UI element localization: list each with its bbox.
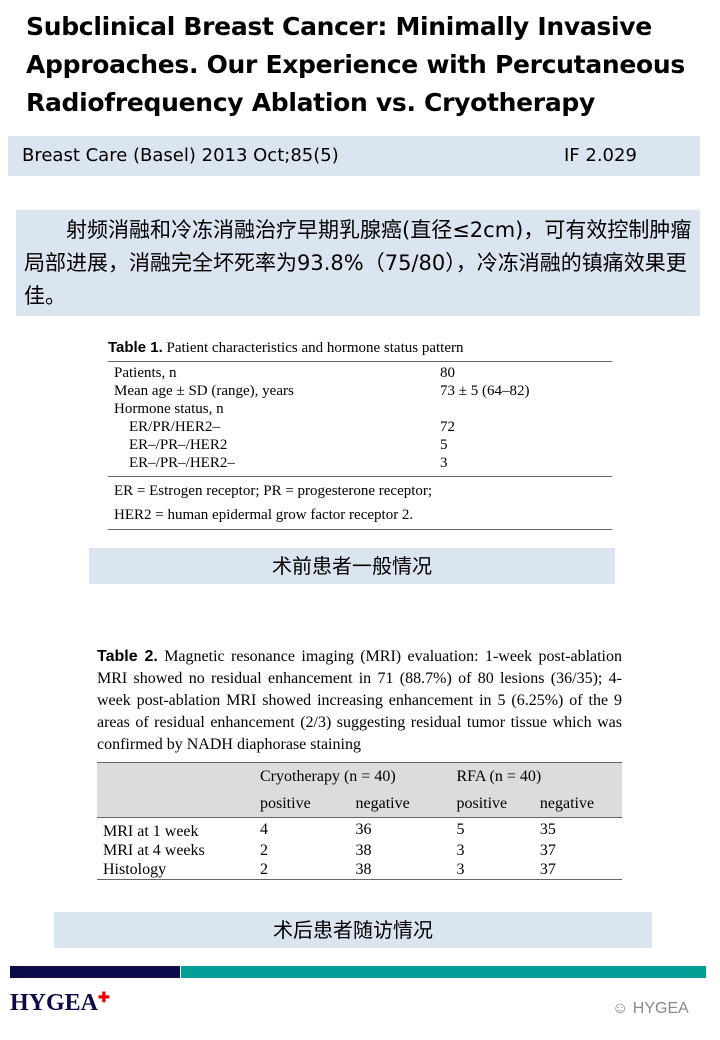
caption-label: Table 1. xyxy=(108,339,163,356)
table-2-caption: Table 2. Magnetic resonance imaging (MRI… xyxy=(97,646,622,756)
table-row: MRI at 4 weeks 2 38 3 37 xyxy=(97,841,622,860)
watermark: ☺ HYGEA xyxy=(612,1000,689,1018)
table-row: Hormone status, n xyxy=(114,400,606,418)
table-1: Table 1. Patient characteristics and hor… xyxy=(108,338,612,530)
row-value: 3 xyxy=(440,455,448,471)
cell: 2 xyxy=(260,861,268,878)
row-label: Hormone status, n xyxy=(114,401,224,417)
cell: 5 xyxy=(456,821,465,838)
cross-icon: ✚ xyxy=(98,991,110,1006)
caption-text: Magnetic resonance imaging (MRI) evaluat… xyxy=(97,648,622,753)
table-row: ER/PR/HER2– 72 xyxy=(114,418,606,436)
cell: 37 xyxy=(539,861,556,878)
footnote-line: ER = Estrogen receptor; PR = progesteron… xyxy=(114,483,433,499)
table-row: MRI at 1 week 4 36 5 35 xyxy=(97,818,622,842)
footnote-line: HER2 = human epidermal grow factor recep… xyxy=(114,507,414,523)
cell: 35 xyxy=(539,821,556,838)
subheader: negative xyxy=(349,790,451,818)
table-1-caption: Table 1. Patient characteristics and hor… xyxy=(108,338,612,362)
caption-label: Table 2. xyxy=(97,648,158,665)
cell: 37 xyxy=(539,842,556,859)
table-row: ER–/PR–/HER2 5 xyxy=(114,436,606,454)
table-row: ER–/PR–/HER2– 3 xyxy=(114,454,606,472)
cell: 2 xyxy=(260,842,268,859)
group-header: RFA (n = 40) xyxy=(450,762,622,790)
cell: 4 xyxy=(260,821,268,838)
row-value: 72 xyxy=(440,419,455,435)
footer-bar-teal xyxy=(181,966,706,978)
watermark-text: HYGEA xyxy=(632,1000,689,1017)
subheader: positive xyxy=(254,790,350,818)
table-1-footnote: ER = Estrogen receptor; PR = progesteron… xyxy=(108,477,612,530)
row-value: 80 xyxy=(440,365,455,381)
subheader: positive xyxy=(450,790,534,818)
table-2: Table 2. Magnetic resonance imaging (MRI… xyxy=(97,646,622,880)
impact-factor: IF 2.029 xyxy=(564,145,637,166)
cell: 38 xyxy=(355,842,372,859)
section-label-postop: 术后患者随访情况 xyxy=(54,912,652,948)
group-header: Cryotherapy (n = 40) xyxy=(254,762,451,790)
table-row: Patients, n 80 xyxy=(114,364,606,382)
citation-bar: Breast Care (Basel) 2013 Oct;85(5) IF 2.… xyxy=(8,136,700,176)
hygea-logo: HYGEA✚ xyxy=(10,990,110,1017)
row-label: ER/PR/HER2– xyxy=(129,419,220,435)
row-value: 73 ± 5 (64–82) xyxy=(440,383,530,399)
row-value: 5 xyxy=(440,437,448,453)
table-row: Mean age ± SD (range), years 73 ± 5 (64–8… xyxy=(114,382,606,400)
page-title: Subclinical Breast Cancer: Minimally Inv… xyxy=(26,12,686,117)
wechat-icon: ☺ xyxy=(612,1000,633,1017)
footer-bar-navy xyxy=(10,966,180,978)
row-label: Histology xyxy=(103,861,167,878)
caption-text: Patient characteristics and hormone stat… xyxy=(162,340,464,356)
section-label-preop: 术前患者一般情况 xyxy=(89,548,615,584)
cell: 36 xyxy=(355,821,372,838)
row-label: Patients, n xyxy=(114,365,177,381)
logo-text: HYGEA xyxy=(10,990,99,1016)
mri-table: Cryotherapy (n = 40) RFA (n = 40) positiv… xyxy=(97,762,622,880)
table-row: Histology 2 38 3 37 xyxy=(97,860,622,880)
subheader: negative xyxy=(533,790,622,818)
row-label: ER–/PR–/HER2– xyxy=(129,455,235,471)
journal-citation: Breast Care (Basel) 2013 Oct;85(5) xyxy=(22,145,339,166)
row-label: MRI at 1 week xyxy=(103,823,199,840)
cell: 3 xyxy=(456,842,465,859)
row-label: MRI at 4 weeks xyxy=(103,842,205,859)
cell: 3 xyxy=(456,861,465,878)
row-label: Mean age ± SD (range), years xyxy=(114,383,294,399)
cell: 38 xyxy=(355,861,372,878)
row-label: ER–/PR–/HER2 xyxy=(129,437,228,453)
summary-text: 射频消融和冷冻消融治疗早期乳腺癌(直径≤2cm)，可有效控制肿瘤局部进展，消融完… xyxy=(16,210,700,316)
